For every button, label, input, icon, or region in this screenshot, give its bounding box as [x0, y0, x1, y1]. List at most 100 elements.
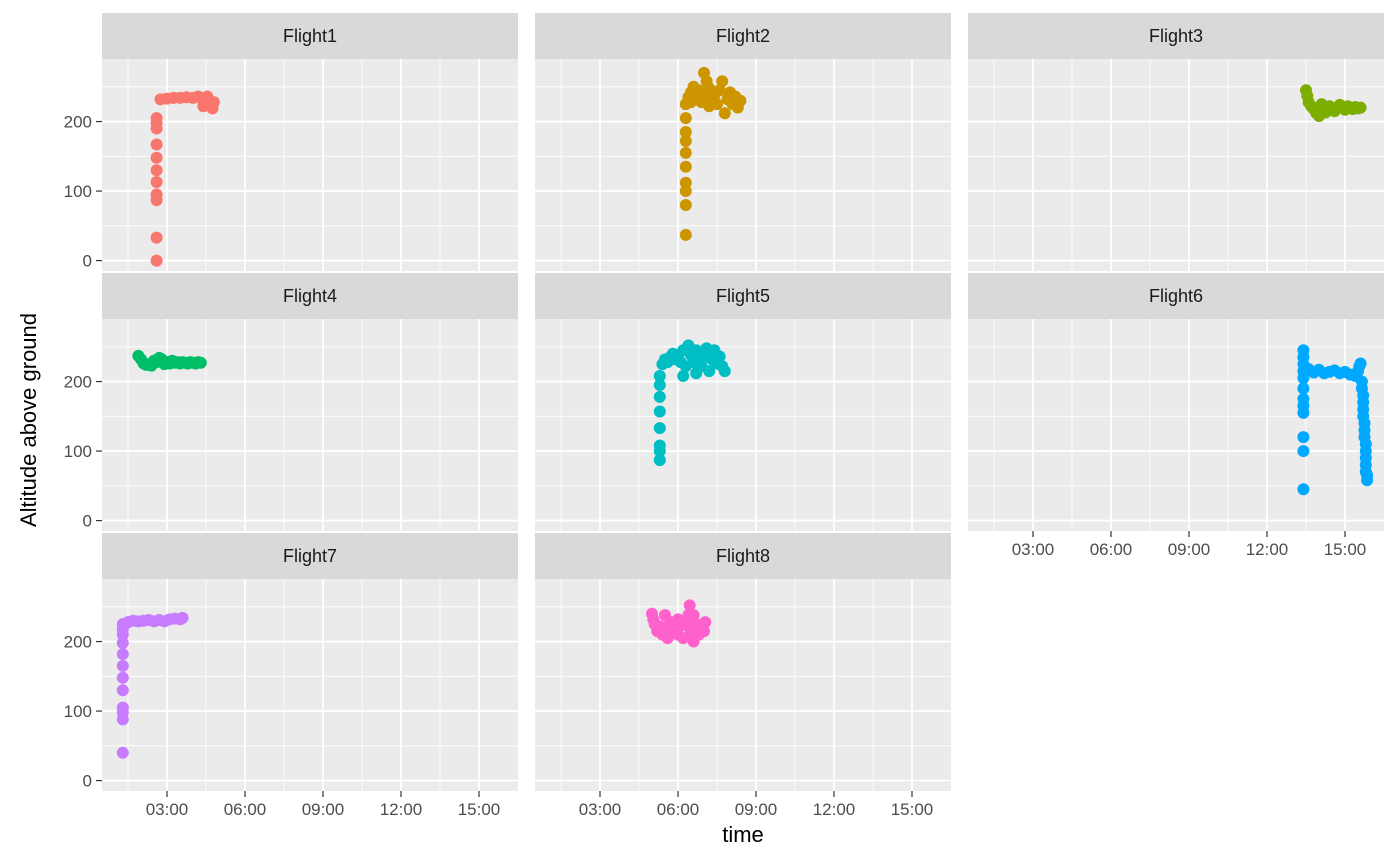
series-points-flight8	[646, 599, 712, 648]
series-points-flight3	[1300, 84, 1367, 122]
data-point	[150, 151, 163, 164]
data-point	[116, 684, 129, 697]
facet-panel-flight7: Flight7	[102, 533, 518, 791]
facet-strip-label: Flight3	[1149, 26, 1203, 46]
y-tick-label: 200	[64, 633, 92, 652]
y-tick-label: 0	[83, 772, 92, 791]
data-point	[150, 138, 163, 151]
data-point	[734, 94, 747, 107]
series-points-flight4	[132, 349, 207, 372]
data-point	[690, 367, 703, 380]
series-points-flight5	[653, 339, 731, 467]
facet-strip-label: Flight7	[283, 546, 337, 566]
x-tick-label: 03:00	[1012, 540, 1055, 559]
y-tick-label: 0	[83, 512, 92, 531]
data-point	[679, 112, 692, 125]
axes-layer: 0 100 200 0 100 200 03:00 06:00 09:00 12:00 15:00 0…	[64, 113, 1367, 819]
x-tick-label: 03:00	[146, 800, 189, 819]
data-point	[150, 176, 163, 189]
x-tick-label: 09:00	[735, 800, 778, 819]
data-point	[150, 188, 163, 201]
data-point	[677, 369, 690, 382]
data-point	[679, 176, 692, 189]
facet-panel-flight8: Flight8	[535, 533, 951, 791]
facet-panel-flight4: Flight4	[102, 273, 518, 531]
data-point	[116, 648, 129, 661]
data-point	[653, 454, 666, 467]
data-point	[116, 701, 129, 714]
y-tick-label: 200	[64, 113, 92, 132]
facet-panel-flight3: Flight3	[968, 13, 1384, 271]
x-axis-title: time	[722, 822, 764, 847]
data-point	[1297, 344, 1310, 357]
data-point	[679, 228, 692, 241]
data-point	[672, 613, 684, 626]
panel-background	[968, 319, 1384, 531]
series-points-flight6	[1297, 344, 1374, 496]
y-tick-label: 100	[64, 182, 92, 201]
data-point	[690, 344, 703, 357]
data-point	[718, 365, 731, 378]
facet-panel-flight1: Flight1	[102, 13, 518, 271]
x-tick-label: 12:00	[380, 800, 423, 819]
data-point	[116, 636, 129, 649]
facet-strip	[102, 273, 518, 319]
x-tick-label: 12:00	[813, 800, 856, 819]
x-tick-label: 15:00	[458, 800, 501, 819]
data-point	[685, 96, 697, 109]
data-point	[653, 390, 666, 403]
facet-strip	[535, 533, 951, 579]
facet-panel-flight6: Flight6	[968, 273, 1384, 531]
data-point	[1297, 392, 1310, 405]
data-point	[653, 369, 666, 382]
data-point	[150, 112, 163, 125]
facet-strip	[102, 13, 518, 59]
facet-strip	[535, 273, 951, 319]
data-point	[687, 609, 700, 622]
data-point	[713, 350, 726, 363]
data-point	[703, 100, 716, 113]
panel-background	[535, 319, 951, 531]
data-point	[150, 231, 163, 244]
data-point	[150, 164, 163, 177]
series-points-flight2	[679, 66, 747, 241]
facet-strip	[968, 273, 1384, 319]
panel-background	[968, 59, 1384, 271]
x-tick-label: 06:00	[657, 800, 700, 819]
facet-strip-label: Flight8	[716, 546, 770, 566]
data-point	[1354, 357, 1367, 370]
panel-background	[102, 579, 518, 791]
panel-background	[535, 59, 951, 271]
data-point	[653, 422, 666, 435]
data-point	[1297, 382, 1310, 395]
data-point	[659, 609, 671, 622]
data-point	[653, 439, 666, 452]
series-points-flight1	[150, 90, 220, 267]
x-tick-label: 09:00	[302, 800, 345, 819]
data-point	[1354, 101, 1367, 114]
facet-strip	[102, 533, 518, 579]
data-point	[679, 198, 692, 211]
data-point	[653, 405, 666, 418]
data-point	[1297, 483, 1310, 496]
facet-panel-flight2: Flight2	[535, 13, 951, 271]
data-point	[116, 671, 129, 684]
panels-layer: Flight1 Flight2 Flight3 Flight4 Flight5 Fligh…	[102, 13, 1384, 791]
data-point	[1319, 106, 1332, 119]
data-point	[176, 611, 189, 624]
y-tick-label: 100	[64, 442, 92, 461]
data-point	[679, 135, 692, 148]
x-tick-label: 06:00	[1090, 540, 1133, 559]
facet-strip-label: Flight1	[283, 26, 337, 46]
data-point	[197, 100, 210, 113]
panel-background	[102, 319, 518, 531]
data-point	[1297, 445, 1310, 458]
facet-strip-label: Flight4	[283, 286, 337, 306]
data-point	[679, 125, 692, 138]
facet-strip	[535, 13, 951, 59]
data-point	[1361, 469, 1374, 482]
data-point	[1297, 431, 1310, 444]
y-axis-title: Altitude above ground	[16, 313, 41, 527]
data-point	[703, 365, 716, 378]
